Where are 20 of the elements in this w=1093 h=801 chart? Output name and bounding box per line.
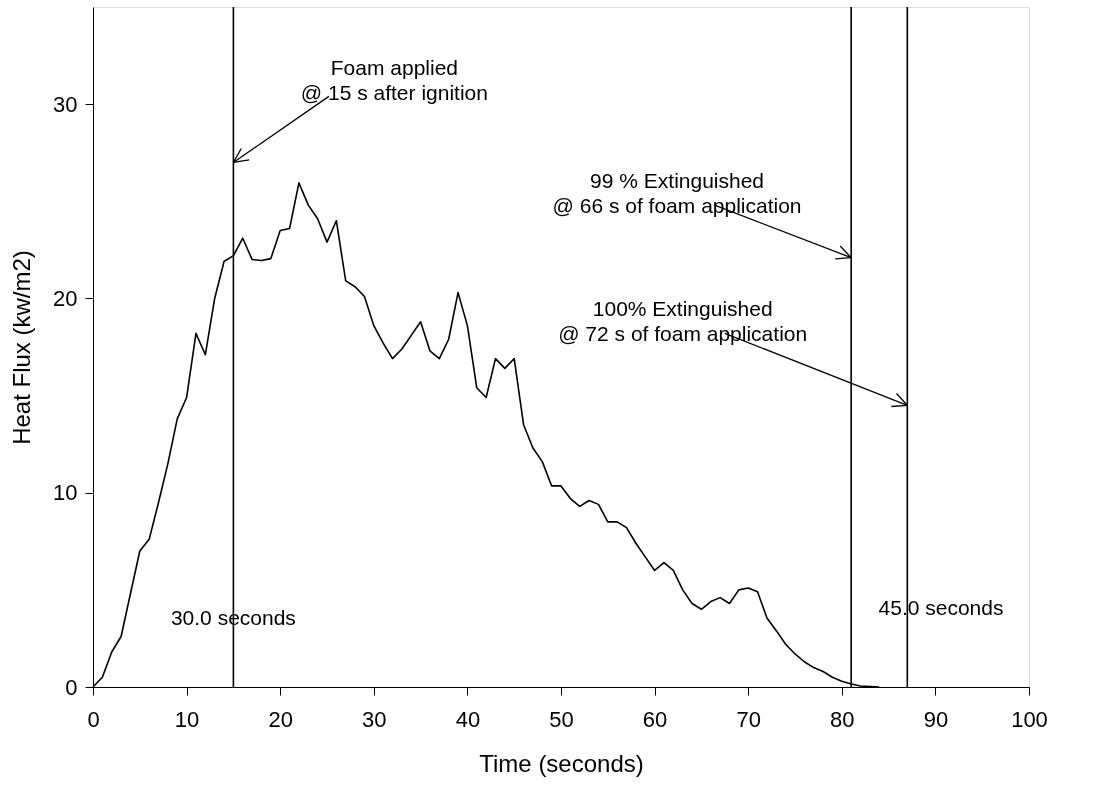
annotation: Foam applied @ 15 s after ignition [300, 55, 488, 104]
x-tick-label: 100 [1011, 706, 1048, 732]
x-tick-label: 40 [455, 706, 481, 732]
x-tick-label: 20 [268, 706, 293, 732]
annotation: 100% Extinguished @ 72 s of foam application [558, 296, 808, 345]
y-tick-label: 0 [65, 674, 78, 700]
x-tick-label: 90 [923, 706, 949, 732]
y-tick-label: 20 [53, 285, 78, 311]
x-tick-label: 50 [549, 706, 574, 732]
x-tick-label: 30 [362, 706, 387, 732]
x-tick-label: 10 [174, 706, 200, 732]
y-axis-title: Heat Flux (kw/m2) [8, 250, 36, 445]
x-tick-label: 70 [736, 706, 761, 732]
x-axis-title: Time (seconds) [479, 749, 644, 777]
annotation: 99 % Extinguished @ 66 s of foam application [552, 168, 802, 217]
y-tick-label: 10 [53, 480, 78, 506]
y-tick-label: 30 [53, 91, 78, 117]
x-tick-label: 80 [830, 706, 855, 732]
x-tick-label: 60 [642, 706, 668, 732]
x-tick-label: 0 [87, 706, 100, 732]
